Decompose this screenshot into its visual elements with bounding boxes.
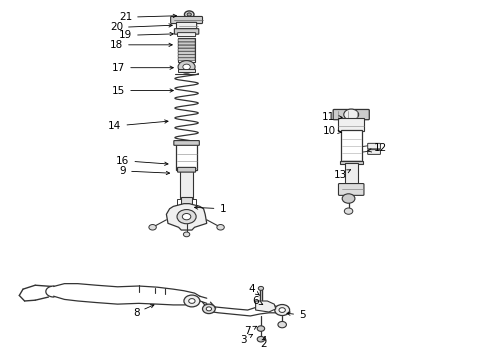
Circle shape: [178, 60, 195, 73]
FancyBboxPatch shape: [176, 22, 196, 29]
Circle shape: [184, 295, 200, 307]
FancyBboxPatch shape: [178, 51, 195, 54]
Circle shape: [182, 213, 191, 220]
FancyBboxPatch shape: [178, 48, 195, 51]
Circle shape: [344, 208, 353, 214]
Circle shape: [149, 225, 156, 230]
Text: 13: 13: [334, 170, 350, 180]
Circle shape: [183, 64, 190, 69]
Text: 5: 5: [287, 310, 306, 320]
FancyBboxPatch shape: [174, 29, 199, 34]
Text: 17: 17: [112, 63, 173, 73]
FancyBboxPatch shape: [333, 109, 369, 120]
Circle shape: [217, 225, 224, 230]
Circle shape: [183, 232, 190, 237]
Bar: [340, 161, 363, 164]
FancyBboxPatch shape: [174, 141, 199, 145]
Bar: [177, 199, 181, 206]
FancyBboxPatch shape: [178, 45, 195, 48]
Text: 9: 9: [120, 166, 170, 176]
FancyBboxPatch shape: [178, 55, 195, 58]
Polygon shape: [256, 301, 276, 312]
FancyBboxPatch shape: [178, 39, 195, 42]
Circle shape: [202, 304, 215, 314]
FancyBboxPatch shape: [368, 150, 380, 154]
Circle shape: [342, 194, 355, 203]
Bar: [192, 199, 196, 206]
FancyBboxPatch shape: [368, 143, 380, 149]
Bar: [181, 197, 192, 209]
Text: 19: 19: [119, 30, 173, 40]
Circle shape: [275, 305, 290, 316]
Text: 1: 1: [195, 204, 226, 214]
Circle shape: [189, 298, 195, 303]
Bar: [345, 163, 358, 185]
Bar: [176, 143, 197, 170]
Text: 16: 16: [116, 156, 168, 166]
Text: 2: 2: [260, 336, 267, 349]
Text: 12: 12: [368, 144, 387, 153]
Circle shape: [258, 287, 264, 291]
Text: 15: 15: [112, 86, 173, 95]
FancyBboxPatch shape: [178, 58, 195, 60]
Text: 11: 11: [322, 112, 342, 122]
Circle shape: [184, 11, 194, 18]
Text: 18: 18: [110, 40, 172, 50]
Circle shape: [257, 337, 265, 342]
Bar: [178, 38, 195, 62]
FancyBboxPatch shape: [177, 167, 196, 172]
FancyBboxPatch shape: [339, 184, 364, 195]
Polygon shape: [167, 204, 207, 230]
Text: 20: 20: [110, 22, 172, 32]
Circle shape: [344, 109, 359, 120]
Circle shape: [187, 13, 192, 16]
Circle shape: [278, 321, 287, 328]
Circle shape: [257, 326, 265, 331]
Bar: [341, 130, 362, 162]
Text: 7: 7: [245, 326, 257, 336]
Circle shape: [206, 307, 212, 311]
Bar: [338, 118, 365, 131]
Circle shape: [279, 308, 285, 312]
FancyBboxPatch shape: [178, 42, 195, 45]
Circle shape: [177, 210, 196, 224]
Text: 14: 14: [108, 120, 168, 131]
Text: 4: 4: [248, 284, 260, 295]
FancyBboxPatch shape: [177, 33, 196, 37]
Text: 21: 21: [119, 12, 176, 22]
Bar: [180, 169, 193, 198]
FancyBboxPatch shape: [171, 17, 202, 23]
Text: 3: 3: [241, 334, 253, 345]
Bar: [178, 69, 195, 72]
Text: 8: 8: [133, 305, 154, 318]
Text: 6: 6: [252, 296, 263, 306]
Text: 10: 10: [322, 126, 342, 136]
